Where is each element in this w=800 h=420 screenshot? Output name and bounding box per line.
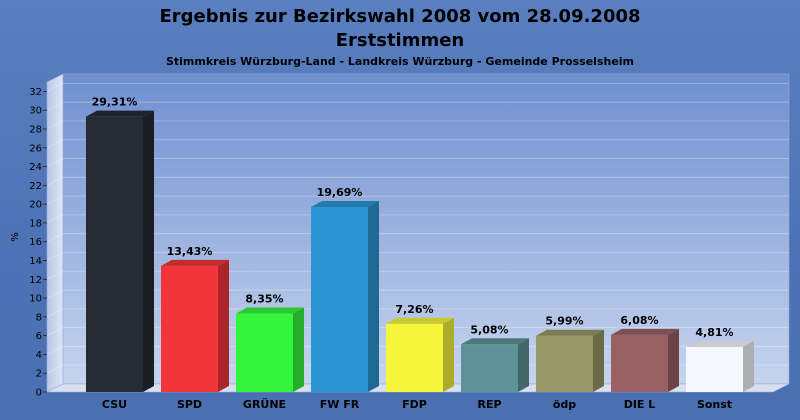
bar-front: [86, 116, 143, 392]
bar-side: [743, 340, 754, 392]
bar-top: [686, 340, 754, 347]
category-label: DIE L: [624, 398, 656, 411]
y-tick-label: 22: [29, 181, 42, 192]
y-tick-label: 18: [29, 218, 42, 229]
gridline: [46, 158, 789, 167]
gridline: [46, 233, 789, 243]
gridline: [46, 327, 789, 336]
y-tick-label: 8: [36, 312, 42, 323]
y-tick-label: 0: [36, 388, 42, 399]
y-tick-label: 24: [29, 162, 42, 173]
bar: [311, 201, 379, 392]
bar-side: [143, 110, 154, 392]
bar-front: [611, 334, 668, 392]
gridline: [46, 252, 789, 261]
gridline: [46, 101, 789, 111]
value-labels: 29,31% 13,43% 8,35% 19,69% 7,26% 5,08% 5,99% 6,…: [92, 96, 734, 339]
bar: [86, 110, 154, 392]
y-tick-label: 16: [29, 237, 42, 248]
category-label: REP: [477, 398, 501, 411]
y-tick-label: 28: [29, 124, 42, 135]
y-tick-label: 30: [29, 106, 42, 117]
bar-top: [461, 338, 529, 345]
bar: [686, 340, 754, 392]
y-tick-label: 32: [29, 87, 42, 98]
category-label: SPD: [177, 398, 202, 411]
bar-top: [161, 259, 229, 266]
value-label: 4,81%: [695, 326, 733, 339]
y-tick-label: 14: [29, 256, 42, 267]
bar: [236, 307, 304, 392]
bar-front: [236, 313, 293, 392]
bar-top: [611, 328, 679, 335]
bar-front: [161, 265, 218, 392]
gridline: [46, 195, 789, 205]
gridline: [46, 139, 789, 149]
value-label: 7,26%: [395, 303, 433, 316]
bars: [86, 110, 754, 392]
value-label: 6,08%: [620, 314, 658, 327]
bar-side: [593, 329, 604, 392]
bar: [386, 317, 454, 392]
value-label: 29,31%: [92, 96, 138, 109]
y-tick-label: 6: [36, 331, 42, 342]
bar: [536, 329, 604, 392]
chart-title-line2: Erststimmen: [336, 30, 465, 51]
bar-side: [368, 201, 379, 392]
gridline: [46, 308, 789, 318]
bar-front: [686, 346, 743, 392]
gridline: [46, 270, 789, 280]
bar-side: [443, 317, 454, 392]
chart-subtitle: Stimmkreis Würzburg-Land - Landkreis Wür…: [166, 55, 634, 68]
category-label: FDP: [402, 398, 427, 411]
value-label: 13,43%: [167, 245, 213, 258]
bar-front: [536, 335, 593, 392]
gridline: [46, 214, 789, 224]
bar: [161, 259, 229, 392]
gridline: [46, 120, 789, 130]
category-label: GRÜNE: [243, 397, 286, 411]
bar-top: [86, 110, 154, 117]
bar-top: [236, 307, 304, 314]
x-axis-labels: CSU SPD GRÜNE FW FR FDP REP ödp DIE L Sonst: [102, 397, 732, 411]
bar-side: [293, 307, 304, 392]
gridline: [46, 82, 789, 92]
y-tick-label: 20: [29, 200, 42, 211]
bar-top: [536, 329, 604, 336]
bar-side: [518, 338, 529, 392]
bar-top: [386, 317, 454, 324]
y-tick-label: 26: [29, 143, 42, 154]
value-label: 5,99%: [545, 315, 583, 328]
bar: [611, 328, 679, 392]
value-label: 19,69%: [317, 186, 363, 199]
plot-side-wall: [46, 73, 64, 393]
category-label: CSU: [102, 398, 127, 411]
bar-side: [668, 328, 679, 392]
bar-front: [461, 344, 518, 392]
category-label: FW FR: [320, 398, 360, 411]
y-tick-label: 12: [29, 275, 42, 286]
value-label: 8,35%: [245, 293, 283, 306]
chart-title: Ergebnis zur Bezirkswahl 2008 vom 28.09.…: [159, 6, 640, 27]
value-label: 5,08%: [470, 323, 508, 336]
category-label: ödp: [553, 398, 576, 411]
bar-front: [386, 323, 443, 392]
category-label: Sonst: [697, 398, 732, 411]
gridline: [46, 289, 789, 299]
y-tick-label: 2: [36, 369, 42, 380]
y-axis-label: %: [10, 232, 21, 242]
y-tick-label: 4: [36, 350, 42, 361]
y-tick-label: 10: [29, 294, 42, 305]
bar-side: [218, 259, 229, 392]
bar: [461, 338, 529, 392]
bar-top: [311, 201, 379, 208]
gridline: [46, 176, 789, 186]
bar-front: [311, 207, 368, 392]
